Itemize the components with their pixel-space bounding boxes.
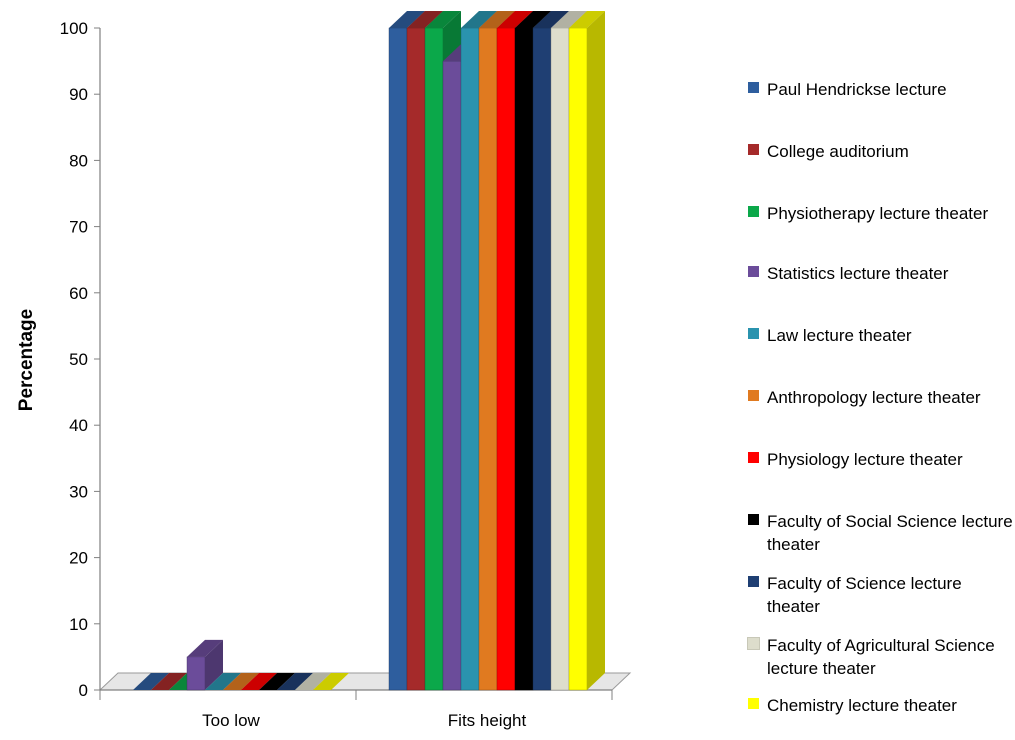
bar-front <box>532 27 552 691</box>
y-tick-label: 20 <box>69 549 88 568</box>
bar <box>277 673 313 690</box>
legend-swatch <box>748 144 759 155</box>
y-tick-label: 90 <box>69 85 88 104</box>
legend-label: Faculty of Agricultural Science lecture … <box>767 636 995 678</box>
bar <box>133 673 169 690</box>
x-tick-label: Fits height <box>448 711 527 730</box>
bar-side <box>587 11 605 690</box>
bar <box>151 673 187 690</box>
legend-label: College auditorium <box>767 142 909 161</box>
bar-front <box>388 27 408 691</box>
legend-item: Paul Hendrickse lecture <box>748 78 1015 101</box>
legend-item: Statistics lecture theater <box>748 262 1015 285</box>
x-tick-label: Too low <box>202 711 260 730</box>
y-tick-label: 80 <box>69 151 88 170</box>
bar <box>568 11 605 691</box>
bar-front <box>442 60 462 691</box>
y-tick-label: 50 <box>69 350 88 369</box>
bar-top <box>259 673 295 690</box>
legend-swatch <box>748 206 759 217</box>
legend-swatch <box>748 576 759 587</box>
legend-swatch <box>748 452 759 463</box>
bar <box>259 673 295 690</box>
bar-top <box>515 11 551 28</box>
y-tick-label: 10 <box>69 615 88 634</box>
legend-item: Physiology lecture theater <box>748 448 1015 471</box>
legend-label: Anthropology lecture theater <box>767 388 981 407</box>
legend-swatch <box>748 266 759 277</box>
bar-front <box>478 27 498 691</box>
bar-front <box>424 27 444 691</box>
legend-swatch <box>748 514 759 525</box>
bar-top <box>295 673 331 690</box>
bar-top <box>133 673 169 690</box>
bar-top <box>151 673 187 690</box>
legend-item: Anthropology lecture theater <box>748 386 1015 409</box>
bar <box>295 673 331 690</box>
bar-top <box>407 11 443 28</box>
y-tick-label: 30 <box>69 482 88 501</box>
legend-item: Chemistry lecture theater <box>748 694 1015 717</box>
legend-label: Physiology lecture theater <box>767 450 963 469</box>
bar-front <box>514 27 534 691</box>
bar-top <box>461 11 497 28</box>
y-tick-label: 100 <box>60 19 88 38</box>
bar <box>205 673 241 690</box>
legend-swatch <box>748 82 759 93</box>
bar-front <box>568 27 588 691</box>
legend-label: Chemistry lecture theater <box>767 696 957 715</box>
legend-label: Faculty of Social Science lecture theate… <box>767 512 1013 554</box>
bar-top <box>497 11 533 28</box>
bar-top <box>533 11 569 28</box>
legend-label: Physiotherapy lecture theater <box>767 204 989 223</box>
legend-label: Law lecture theater <box>767 326 912 345</box>
bar-top <box>187 639 223 657</box>
legend-label: Statistics lecture theater <box>767 264 949 283</box>
bar-side <box>205 639 223 690</box>
legend-item: College auditorium <box>748 140 1015 163</box>
legend-item: Faculty of Social Science lecture theate… <box>748 510 1015 556</box>
legend-item: Law lecture theater <box>748 324 1015 347</box>
bar-top <box>551 11 587 28</box>
y-tick-label: 60 <box>69 284 88 303</box>
bar-top <box>277 673 313 690</box>
y-tick-label: 0 <box>79 681 88 700</box>
legend-swatch <box>748 328 759 339</box>
legend: Paul Hendrickse lecture College auditoriu… <box>747 0 1015 740</box>
legend-label: Paul Hendrickse lecture <box>767 80 947 99</box>
bar <box>313 673 349 690</box>
legend-swatch <box>748 698 759 709</box>
y-axis-label: Percentage <box>16 309 37 411</box>
bar-top <box>205 673 241 690</box>
legend-label: Faculty of Science lecture theater <box>767 574 962 616</box>
y-tick-label: 40 <box>69 416 88 435</box>
bar-top <box>389 11 425 28</box>
bar-top <box>479 11 515 28</box>
bar-front <box>460 27 480 691</box>
bar-front <box>496 27 516 691</box>
legend-swatch <box>748 390 759 401</box>
legend-swatch <box>747 637 760 650</box>
y-tick-label: 70 <box>69 218 88 237</box>
bar-front <box>550 27 570 691</box>
bar-top <box>241 673 277 690</box>
bar-top <box>425 11 461 28</box>
bar-front <box>406 27 426 691</box>
legend-item: Physiotherapy lecture theater <box>748 202 1015 225</box>
legend-item: Faculty of Agricultural Science lecture … <box>747 634 1015 680</box>
bar-front <box>186 656 206 691</box>
bar-top <box>313 673 349 690</box>
bar <box>223 673 259 690</box>
bar-top <box>223 673 259 690</box>
bar <box>241 673 277 690</box>
legend-item: Faculty of Science lecture theater <box>748 572 1015 618</box>
bar <box>186 639 223 691</box>
bar-top <box>569 11 605 28</box>
